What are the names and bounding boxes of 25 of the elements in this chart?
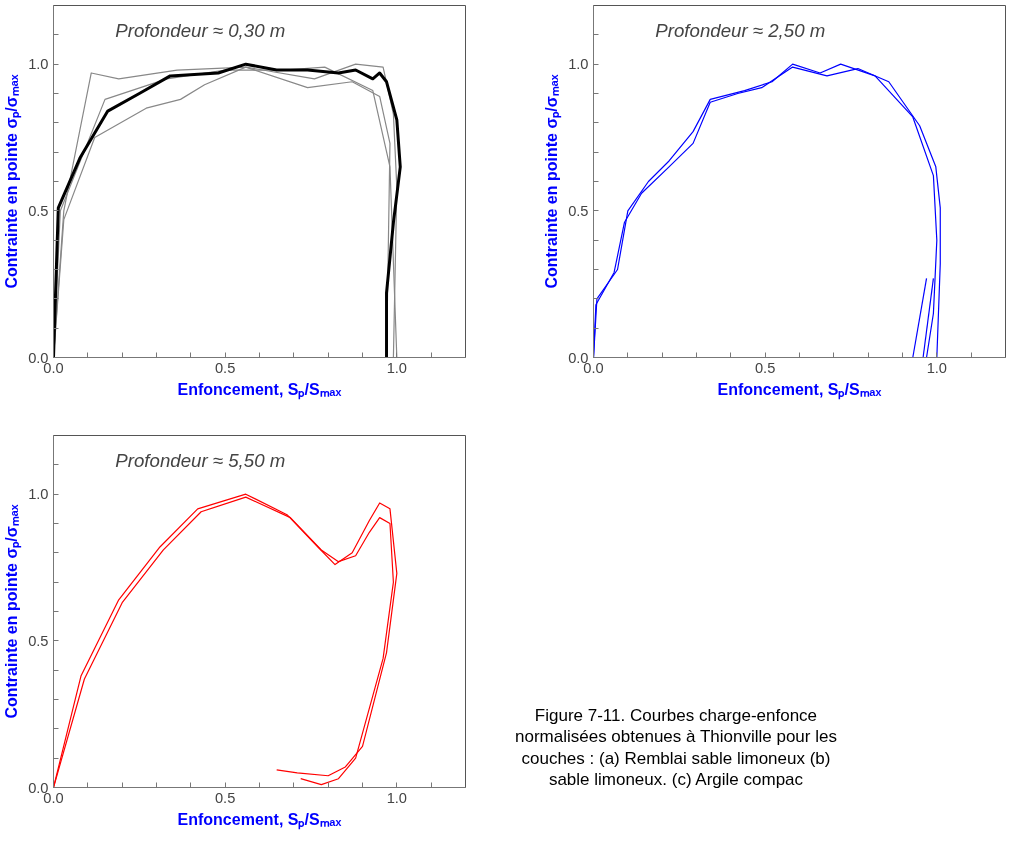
y-axis-title: Contrainte en pointe σₚ/σₘₐₓ [543,74,563,289]
text: sable limoneux. (c) Argile compac [547,768,805,790]
x-tick-label: 0.5 [214,789,236,806]
x-tick-label: 0.5 [754,359,776,376]
y-tick-label: 0.5 [28,632,49,649]
y-axis-title: Contrainte en pointe σₚ/σₘₐₓ [3,74,23,289]
x-tick-label: 1.0 [926,359,948,376]
x-tick-label: 0.5 [214,359,236,376]
y-tick-label: 0.5 [568,202,589,219]
x-axis-title: Enfoncement, Sₚ/Sₘₐₓ [717,380,882,400]
x-axis-title: Enfoncement, Sₚ/Sₘₐₓ [177,380,342,400]
y-tick-label: 1.0 [28,56,49,73]
y-tick-label: 1.0 [568,56,589,73]
x-axis-title: Enfoncement, Sₚ/Sₘₐₓ [177,810,342,830]
text: couches : (a) Remblai sable limoneux (b) [520,747,832,769]
text: normalisées obtenues à Thionville pour les [515,726,837,748]
text: Profondeur ≈ 2,50 m [655,19,826,41]
y-axis-title: Contrainte en pointe σₚ/σₘₐₓ [3,504,23,719]
x-tick-label: 1.0 [386,359,408,376]
y-tick-label: 1.0 [28,486,49,503]
x-tick-label: 1.0 [386,789,408,806]
text: Profondeur ≈ 5,50 m [115,449,286,471]
caption: Figure 7-11. Courbes charge-enfonce [533,705,819,727]
text: Profondeur ≈ 0,30 m [115,19,286,41]
y-tick-label: 0.5 [28,202,49,219]
